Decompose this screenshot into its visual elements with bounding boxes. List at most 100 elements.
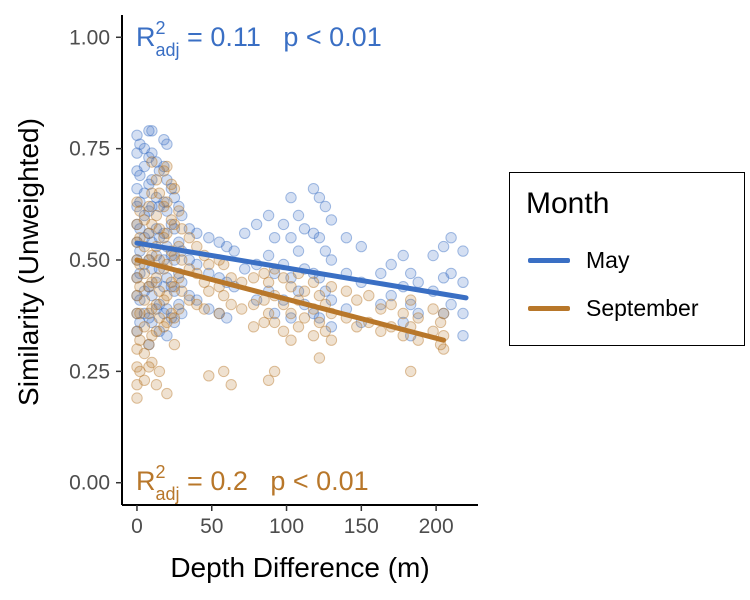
point-september — [146, 187, 158, 199]
point-september — [176, 223, 188, 235]
point-may — [138, 285, 151, 297]
point-september — [161, 316, 173, 329]
point-september — [153, 365, 166, 378]
point-september — [168, 312, 181, 324]
point-september — [153, 223, 166, 235]
point-september — [325, 281, 338, 293]
point-may — [168, 316, 181, 329]
point-september — [258, 267, 270, 280]
point-may — [131, 218, 143, 231]
point-may — [285, 191, 297, 204]
point-may — [319, 200, 332, 213]
point-september — [168, 338, 181, 351]
point-september — [168, 183, 181, 195]
y-axis-title: Similarity (Unweighted) — [13, 118, 44, 406]
point-september — [203, 258, 215, 271]
point-september — [143, 338, 155, 351]
point-september — [138, 321, 151, 333]
x-tick-label: 100 — [269, 515, 304, 538]
legend-item-september: September — [528, 293, 699, 323]
point-september — [262, 276, 275, 288]
point-september — [247, 272, 260, 284]
point-september — [385, 298, 397, 311]
point-may — [239, 263, 251, 275]
point-september — [146, 218, 158, 231]
point-september — [203, 370, 215, 382]
point-may — [340, 232, 353, 244]
legend-key-may — [528, 257, 570, 263]
point-september — [176, 285, 188, 297]
point-september — [134, 281, 146, 293]
point-may — [150, 223, 163, 235]
point-september — [262, 307, 275, 320]
point-may — [134, 267, 146, 280]
point-may — [457, 276, 469, 288]
point-september — [138, 267, 151, 280]
point-september — [134, 205, 146, 217]
point-september — [285, 281, 297, 293]
point-may — [168, 191, 181, 204]
point-september — [427, 303, 439, 315]
ticks-layer: 0 50 100 150 200 0.00 0.25 0.50 0.75 1.00 — [69, 26, 454, 538]
point-september — [277, 325, 290, 337]
point-september — [218, 289, 230, 302]
point-may — [176, 209, 188, 222]
point-may — [165, 183, 178, 195]
point-may — [134, 169, 146, 182]
point-may — [134, 196, 146, 208]
point-may — [146, 174, 158, 186]
point-may — [138, 187, 151, 199]
point-may — [445, 232, 457, 244]
point-september — [131, 272, 143, 284]
point-may — [138, 160, 151, 173]
point-may — [153, 298, 166, 311]
point-may — [427, 249, 439, 262]
point-may — [158, 307, 170, 320]
point-may — [131, 129, 143, 142]
x-tick-label: 200 — [419, 515, 454, 538]
point-may — [165, 218, 178, 231]
point-may — [191, 294, 203, 306]
point-may — [437, 307, 450, 320]
point-september — [173, 303, 185, 315]
point-september — [247, 298, 260, 311]
point-may — [150, 303, 163, 315]
x-tick-label: 150 — [344, 515, 379, 538]
point-may — [143, 125, 155, 137]
point-september — [146, 303, 158, 315]
point-september — [173, 205, 185, 217]
point-september — [218, 258, 230, 271]
stats-layer: R2 adj = 0.11 p < 0.01 R2 adj = 0.2 p < 0.0… — [136, 18, 382, 504]
point-september — [131, 392, 143, 404]
point-may — [325, 321, 338, 333]
legend-item-may: May — [528, 245, 629, 275]
point-september — [292, 321, 305, 333]
point-may — [146, 316, 158, 329]
point-september — [131, 307, 143, 320]
legend-key-september — [528, 305, 570, 311]
point-may — [213, 236, 225, 248]
point-may — [153, 165, 166, 177]
point-may — [292, 285, 305, 297]
point-september — [313, 289, 326, 302]
point-september — [247, 321, 260, 333]
point-may — [319, 285, 332, 297]
point-may — [134, 316, 146, 329]
point-september — [161, 227, 173, 240]
point-september — [307, 330, 320, 342]
point-may — [153, 232, 166, 244]
x-tick-label: 0 — [131, 515, 143, 538]
point-september — [143, 361, 155, 373]
point-may — [176, 307, 188, 320]
point-september — [138, 374, 151, 386]
point-may — [262, 209, 275, 222]
point-may — [131, 200, 143, 213]
fit-layer — [134, 240, 469, 343]
point-may — [150, 276, 163, 288]
point-may — [131, 325, 143, 337]
point-september — [405, 294, 417, 306]
point-may — [445, 267, 457, 280]
point-september — [161, 289, 173, 302]
point-september — [319, 325, 332, 337]
point-may — [146, 147, 158, 159]
